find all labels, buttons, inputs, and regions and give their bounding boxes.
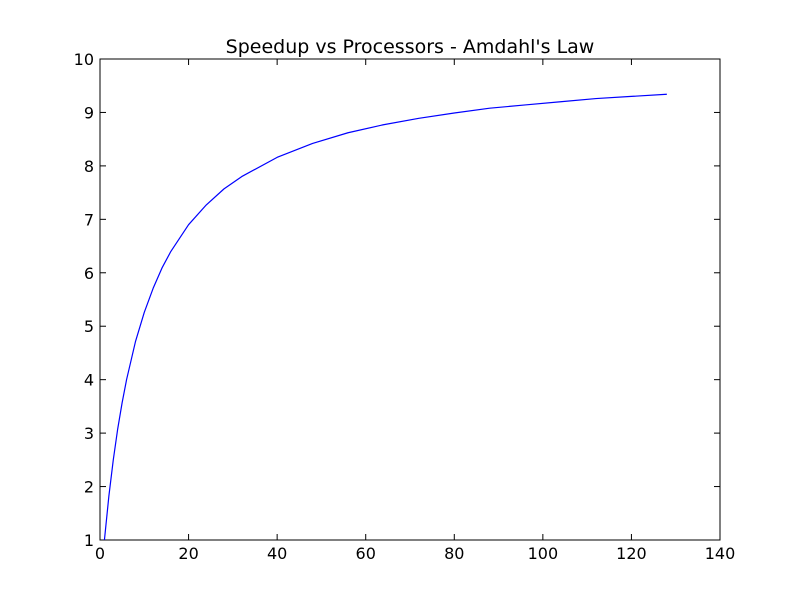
- y-tick-label: 10: [74, 50, 94, 69]
- x-tick-label: 100: [528, 544, 559, 563]
- y-tick-label: 2: [84, 478, 94, 497]
- y-tick-label: 5: [84, 317, 94, 336]
- x-tick-label: 40: [267, 544, 287, 563]
- y-tick-label: 3: [84, 424, 94, 443]
- tick-labels: 0 20 40 60 80 100 120 140 1 2 3 4 5 6 7 8 9 10: [74, 50, 736, 563]
- x-tick-label: 20: [178, 544, 198, 563]
- plot-area: [99, 58, 721, 541]
- y-tick-label: 4: [84, 371, 94, 390]
- speedup-series-line: [103, 93, 667, 541]
- x-tick-label: 0: [95, 544, 105, 563]
- y-tick-label: 6: [84, 264, 94, 283]
- axis-ticks: [99, 58, 721, 541]
- y-tick-label: 1: [84, 531, 94, 550]
- chart-title: Speedup vs Processors - Amdahl's Law: [226, 36, 595, 58]
- y-tick-label: 8: [84, 157, 94, 176]
- x-tick-label: 60: [356, 544, 376, 563]
- x-tick-label: 120: [616, 544, 647, 563]
- x-tick-label: 140: [705, 544, 736, 563]
- series-layer: [103, 93, 667, 541]
- y-tick-label: 9: [84, 103, 94, 122]
- y-tick-label: 7: [84, 210, 94, 229]
- plot-frame: [99, 58, 721, 541]
- x-tick-label: 80: [444, 544, 464, 563]
